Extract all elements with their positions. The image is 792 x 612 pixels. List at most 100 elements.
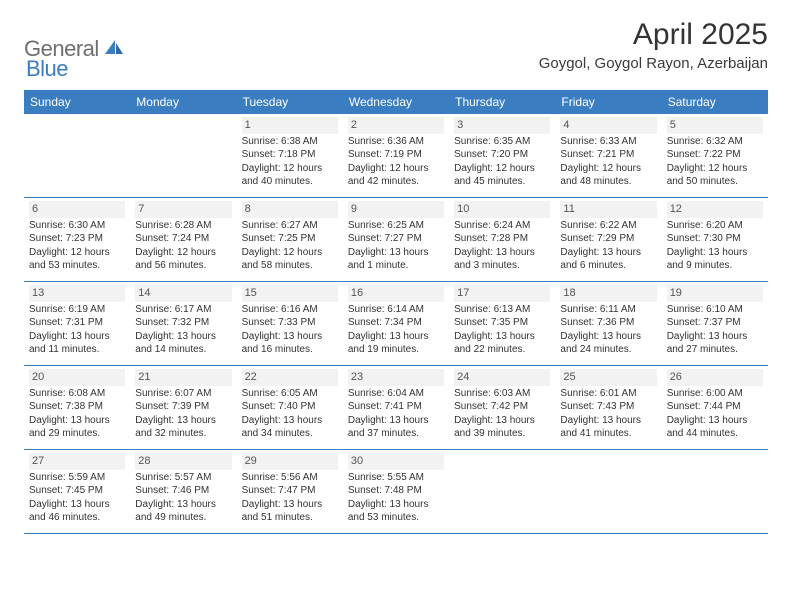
day-number: 2 bbox=[348, 117, 444, 134]
daylight-line: Daylight: 13 hours bbox=[667, 330, 763, 344]
weekday-header: Thursday bbox=[449, 90, 555, 114]
day-cell: 15Sunrise: 6:16 AMSunset: 7:33 PMDayligh… bbox=[237, 282, 343, 365]
sunset-line: Sunset: 7:32 PM bbox=[135, 316, 231, 330]
day-cell: 17Sunrise: 6:13 AMSunset: 7:35 PMDayligh… bbox=[449, 282, 555, 365]
daylight-line-2: and 6 minutes. bbox=[560, 259, 656, 273]
sunset-line: Sunset: 7:40 PM bbox=[242, 400, 338, 414]
daylight-line-2: and 29 minutes. bbox=[29, 427, 125, 441]
sunset-line: Sunset: 7:39 PM bbox=[135, 400, 231, 414]
daylight-line-2: and 19 minutes. bbox=[348, 343, 444, 357]
brand-sail-icon bbox=[103, 38, 125, 61]
daylight-line: Daylight: 12 hours bbox=[454, 162, 550, 176]
sunset-line: Sunset: 7:23 PM bbox=[29, 232, 125, 246]
sunrise-line: Sunrise: 6:03 AM bbox=[454, 387, 550, 401]
daylight-line: Daylight: 13 hours bbox=[29, 498, 125, 512]
sunrise-line: Sunrise: 6:33 AM bbox=[560, 135, 656, 149]
daylight-line: Daylight: 13 hours bbox=[348, 246, 444, 260]
daylight-line-2: and 56 minutes. bbox=[135, 259, 231, 273]
sunset-line: Sunset: 7:20 PM bbox=[454, 148, 550, 162]
daylight-line: Daylight: 13 hours bbox=[560, 414, 656, 428]
day-number: 12 bbox=[667, 201, 763, 218]
calendar: SundayMondayTuesdayWednesdayThursdayFrid… bbox=[24, 90, 768, 534]
empty-cell bbox=[662, 450, 768, 533]
daylight-line-2: and 3 minutes. bbox=[454, 259, 550, 273]
day-number: 14 bbox=[135, 285, 231, 302]
sunrise-line: Sunrise: 6:01 AM bbox=[560, 387, 656, 401]
weekday-header: Wednesday bbox=[343, 90, 449, 114]
day-number: 4 bbox=[560, 117, 656, 134]
sunset-line: Sunset: 7:34 PM bbox=[348, 316, 444, 330]
sunset-line: Sunset: 7:22 PM bbox=[667, 148, 763, 162]
daylight-line-2: and 58 minutes. bbox=[242, 259, 338, 273]
sunset-line: Sunset: 7:27 PM bbox=[348, 232, 444, 246]
day-cell: 27Sunrise: 5:59 AMSunset: 7:45 PMDayligh… bbox=[24, 450, 130, 533]
sunset-line: Sunset: 7:47 PM bbox=[242, 484, 338, 498]
day-number: 25 bbox=[560, 369, 656, 386]
day-cell: 9Sunrise: 6:25 AMSunset: 7:27 PMDaylight… bbox=[343, 198, 449, 281]
sunrise-line: Sunrise: 6:16 AM bbox=[242, 303, 338, 317]
day-number: 19 bbox=[667, 285, 763, 302]
day-number: 3 bbox=[454, 117, 550, 134]
day-cell: 23Sunrise: 6:04 AMSunset: 7:41 PMDayligh… bbox=[343, 366, 449, 449]
day-number: 24 bbox=[454, 369, 550, 386]
calendar-page: General April 2025 Goygol, Goygol Rayon,… bbox=[0, 0, 792, 546]
day-number: 30 bbox=[348, 453, 444, 470]
daylight-line: Daylight: 13 hours bbox=[667, 414, 763, 428]
sunrise-line: Sunrise: 6:14 AM bbox=[348, 303, 444, 317]
daylight-line: Daylight: 13 hours bbox=[348, 414, 444, 428]
location-line: Goygol, Goygol Rayon, Azerbaijan bbox=[539, 55, 768, 72]
sunrise-line: Sunrise: 6:32 AM bbox=[667, 135, 763, 149]
day-cell: 6Sunrise: 6:30 AMSunset: 7:23 PMDaylight… bbox=[24, 198, 130, 281]
day-number: 22 bbox=[242, 369, 338, 386]
day-number: 20 bbox=[29, 369, 125, 386]
daylight-line: Daylight: 13 hours bbox=[348, 330, 444, 344]
daylight-line-2: and 46 minutes. bbox=[29, 511, 125, 525]
day-number: 26 bbox=[667, 369, 763, 386]
daylight-line: Daylight: 13 hours bbox=[348, 498, 444, 512]
title-block: April 2025 Goygol, Goygol Rayon, Azerbai… bbox=[539, 18, 768, 72]
sunset-line: Sunset: 7:37 PM bbox=[667, 316, 763, 330]
day-number: 17 bbox=[454, 285, 550, 302]
sunrise-line: Sunrise: 6:38 AM bbox=[242, 135, 338, 149]
day-number: 29 bbox=[242, 453, 338, 470]
sunset-line: Sunset: 7:38 PM bbox=[29, 400, 125, 414]
daylight-line-2: and 49 minutes. bbox=[135, 511, 231, 525]
day-cell: 22Sunrise: 6:05 AMSunset: 7:40 PMDayligh… bbox=[237, 366, 343, 449]
calendar-grid: 1Sunrise: 6:38 AMSunset: 7:18 PMDaylight… bbox=[24, 114, 768, 534]
daylight-line-2: and 50 minutes. bbox=[667, 175, 763, 189]
empty-cell bbox=[130, 114, 236, 197]
sunset-line: Sunset: 7:21 PM bbox=[560, 148, 656, 162]
sunrise-line: Sunrise: 6:27 AM bbox=[242, 219, 338, 233]
day-cell: 1Sunrise: 6:38 AMSunset: 7:18 PMDaylight… bbox=[237, 114, 343, 197]
daylight-line: Daylight: 12 hours bbox=[667, 162, 763, 176]
sunrise-line: Sunrise: 6:00 AM bbox=[667, 387, 763, 401]
day-cell: 20Sunrise: 6:08 AMSunset: 7:38 PMDayligh… bbox=[24, 366, 130, 449]
day-cell: 2Sunrise: 6:36 AMSunset: 7:19 PMDaylight… bbox=[343, 114, 449, 197]
week-row: 6Sunrise: 6:30 AMSunset: 7:23 PMDaylight… bbox=[24, 198, 768, 282]
sunset-line: Sunset: 7:42 PM bbox=[454, 400, 550, 414]
daylight-line: Daylight: 13 hours bbox=[135, 330, 231, 344]
sunrise-line: Sunrise: 6:08 AM bbox=[29, 387, 125, 401]
sunrise-line: Sunrise: 6:35 AM bbox=[454, 135, 550, 149]
day-number: 10 bbox=[454, 201, 550, 218]
day-cell: 8Sunrise: 6:27 AMSunset: 7:25 PMDaylight… bbox=[237, 198, 343, 281]
sunset-line: Sunset: 7:29 PM bbox=[560, 232, 656, 246]
daylight-line: Daylight: 12 hours bbox=[29, 246, 125, 260]
daylight-line: Daylight: 13 hours bbox=[667, 246, 763, 260]
sunrise-line: Sunrise: 6:05 AM bbox=[242, 387, 338, 401]
day-number: 5 bbox=[667, 117, 763, 134]
sunset-line: Sunset: 7:31 PM bbox=[29, 316, 125, 330]
empty-cell bbox=[555, 450, 661, 533]
sunrise-line: Sunrise: 6:36 AM bbox=[348, 135, 444, 149]
empty-cell bbox=[449, 450, 555, 533]
daylight-line: Daylight: 13 hours bbox=[454, 414, 550, 428]
sunrise-line: Sunrise: 6:11 AM bbox=[560, 303, 656, 317]
empty-cell bbox=[24, 114, 130, 197]
sunrise-line: Sunrise: 6:30 AM bbox=[29, 219, 125, 233]
sunrise-line: Sunrise: 6:19 AM bbox=[29, 303, 125, 317]
day-cell: 3Sunrise: 6:35 AMSunset: 7:20 PMDaylight… bbox=[449, 114, 555, 197]
daylight-line-2: and 27 minutes. bbox=[667, 343, 763, 357]
daylight-line: Daylight: 12 hours bbox=[135, 246, 231, 260]
daylight-line-2: and 32 minutes. bbox=[135, 427, 231, 441]
sunset-line: Sunset: 7:30 PM bbox=[667, 232, 763, 246]
